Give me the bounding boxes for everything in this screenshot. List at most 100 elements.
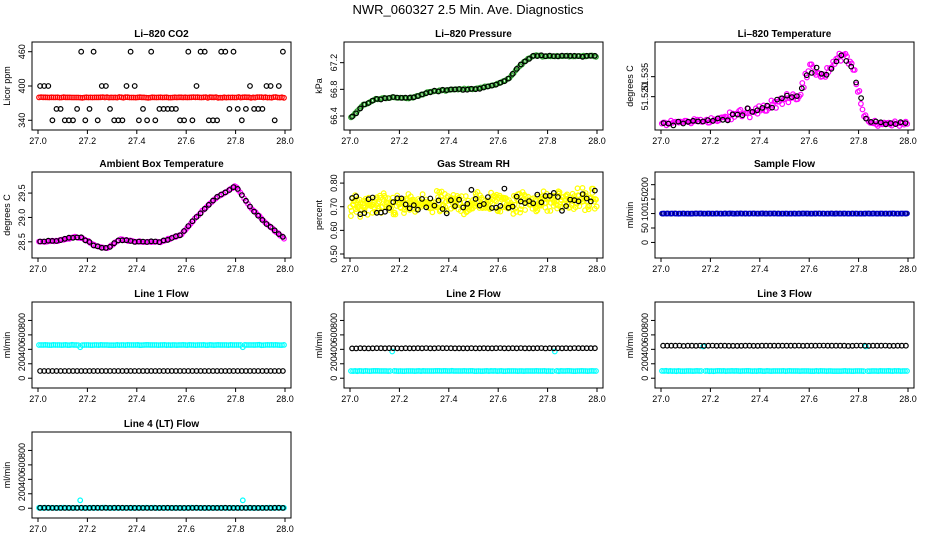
data-point bbox=[259, 216, 266, 223]
data-point bbox=[205, 201, 212, 208]
data-point bbox=[863, 115, 869, 122]
data-point bbox=[247, 83, 253, 89]
data-point bbox=[593, 196, 599, 203]
y-tick-label: 400 bbox=[17, 78, 27, 93]
data-point bbox=[385, 368, 392, 375]
data-point bbox=[148, 48, 155, 55]
data-point bbox=[583, 195, 590, 202]
series-ave bbox=[658, 50, 911, 129]
data-point bbox=[574, 185, 581, 192]
data-point bbox=[858, 100, 864, 107]
data-point bbox=[275, 231, 282, 238]
panel-co2: Li–820 CO2 Licor ppm 27.0 27.2 27.4 27.6 27.8 2… bbox=[2, 29, 294, 146]
x-tick-label: 27.2 bbox=[79, 136, 97, 146]
x-tick-label: 27.8 bbox=[850, 136, 868, 146]
data-point bbox=[406, 205, 413, 212]
data-point bbox=[517, 61, 524, 68]
data-point bbox=[386, 205, 393, 211]
plot-frame bbox=[654, 301, 915, 389]
y-tick-label: 800 bbox=[329, 313, 339, 328]
x-tick-label: 27.2 bbox=[702, 264, 720, 274]
data-point bbox=[892, 121, 899, 127]
data-point bbox=[86, 105, 93, 112]
data-point bbox=[280, 505, 286, 511]
x-tick-label: 27.6 bbox=[177, 524, 195, 534]
data-point bbox=[471, 203, 478, 210]
data-point bbox=[410, 202, 417, 209]
data-point bbox=[593, 368, 599, 374]
x-tick-label: 27.8 bbox=[227, 136, 245, 146]
x-tick-label: 27.8 bbox=[850, 264, 868, 274]
data-point bbox=[737, 106, 744, 113]
data-point bbox=[534, 207, 541, 214]
data-point bbox=[181, 228, 188, 234]
data-point bbox=[201, 205, 208, 212]
data-point bbox=[513, 193, 520, 200]
data-point bbox=[582, 207, 588, 214]
data-point bbox=[382, 194, 389, 201]
data-point bbox=[823, 71, 830, 78]
series-raw bbox=[349, 52, 598, 120]
data-point bbox=[280, 233, 286, 240]
data-point bbox=[230, 48, 237, 55]
data-point bbox=[593, 53, 599, 60]
data-point bbox=[456, 196, 463, 203]
figure-title: NWR_060327 2.5 Min. Ave. Diagnostics bbox=[352, 2, 584, 17]
y-tick-label: 200 bbox=[329, 356, 339, 371]
data-point bbox=[436, 188, 443, 195]
data-point bbox=[189, 117, 196, 124]
y-axis-label: ml/min bbox=[2, 332, 12, 359]
data-point bbox=[435, 200, 442, 206]
data-point bbox=[263, 221, 270, 227]
data-point bbox=[587, 198, 594, 205]
data-point bbox=[234, 105, 241, 112]
data-point bbox=[680, 120, 687, 127]
series-raw bbox=[349, 345, 598, 352]
data-point bbox=[530, 200, 537, 207]
series-ave bbox=[348, 348, 599, 375]
series-raw bbox=[37, 504, 286, 511]
data-point bbox=[754, 110, 761, 117]
x-tick-label: 27.0 bbox=[29, 524, 47, 534]
y-tick-label: 800 bbox=[17, 443, 27, 458]
data-point bbox=[415, 206, 421, 213]
x-tick-label: 27.0 bbox=[29, 136, 47, 146]
x-tick-label: 27.8 bbox=[227, 394, 245, 404]
data-point bbox=[700, 118, 706, 125]
y-tick-label: 100 bbox=[640, 206, 650, 221]
y-tick-label: 0 bbox=[640, 376, 650, 381]
x-tick-label: 27.0 bbox=[29, 394, 47, 404]
data-point bbox=[407, 193, 414, 200]
series-ave bbox=[348, 52, 599, 121]
data-point bbox=[468, 186, 475, 193]
data-point bbox=[546, 192, 553, 199]
data-point bbox=[513, 208, 520, 215]
y-tick-label: 340 bbox=[17, 113, 27, 128]
y-tick-label: 400 bbox=[17, 342, 27, 357]
data-point bbox=[550, 189, 557, 196]
data-point bbox=[423, 204, 430, 211]
panel-rh: Gas Stream RH percent 27.0 27.2 27.4 27.6 27.8… bbox=[314, 159, 606, 274]
x-tick-label: 27.8 bbox=[539, 394, 557, 404]
y-axis-label: degrees C bbox=[625, 65, 635, 107]
data-point bbox=[804, 74, 810, 81]
data-point bbox=[582, 190, 589, 196]
data-point bbox=[902, 120, 909, 126]
data-point bbox=[592, 52, 598, 59]
data-point bbox=[903, 342, 909, 349]
data-point bbox=[189, 218, 196, 225]
data-point bbox=[352, 192, 359, 199]
plot-frame bbox=[654, 171, 915, 259]
data-point bbox=[665, 120, 672, 127]
data-point bbox=[279, 342, 285, 349]
data-point bbox=[348, 213, 354, 220]
data-point bbox=[435, 194, 441, 201]
data-point bbox=[904, 210, 910, 217]
series-raw bbox=[660, 342, 909, 349]
data-point bbox=[49, 117, 56, 124]
data-point bbox=[710, 117, 716, 124]
y-tick-label: 0 bbox=[17, 506, 27, 511]
x-tick-label: 27.6 bbox=[489, 264, 507, 274]
y-tick-label: 0.50 bbox=[329, 245, 339, 263]
data-point bbox=[593, 203, 600, 210]
